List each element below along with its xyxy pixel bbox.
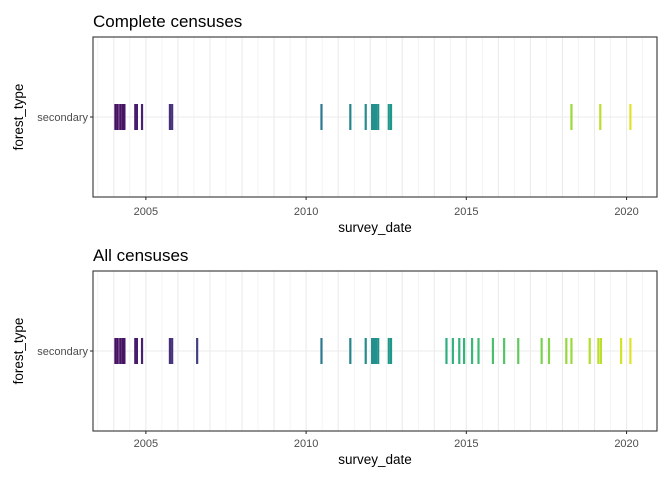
x-axis-title: survey_date: [338, 220, 412, 235]
y-axis-title: forest_type: [11, 84, 26, 151]
x-axis-title: survey_date: [338, 452, 412, 467]
x-tick-label: 2010: [294, 438, 318, 450]
x-tick-label: 2005: [134, 206, 158, 218]
y-tick-label: secondary: [37, 346, 88, 358]
chart-panel-1: secondary 2005 2010 2015 2020 Complete census…: [11, 12, 658, 235]
y-axis-title: forest_type: [11, 318, 26, 385]
y-tick-label: secondary: [37, 112, 88, 124]
chart-panel-2: secondary 2005 2010 2015 2020 All censuses sur…: [11, 246, 658, 467]
panel-title: All censuses: [93, 246, 188, 265]
x-tick-label: 2020: [614, 438, 638, 450]
panel-title: Complete censuses: [93, 12, 242, 31]
x-tick-label: 2020: [614, 206, 638, 218]
x-tick-label: 2015: [454, 438, 478, 450]
x-tick-label: 2015: [454, 206, 478, 218]
x-tick-label: 2005: [134, 438, 158, 450]
x-tick-label: 2010: [294, 206, 318, 218]
